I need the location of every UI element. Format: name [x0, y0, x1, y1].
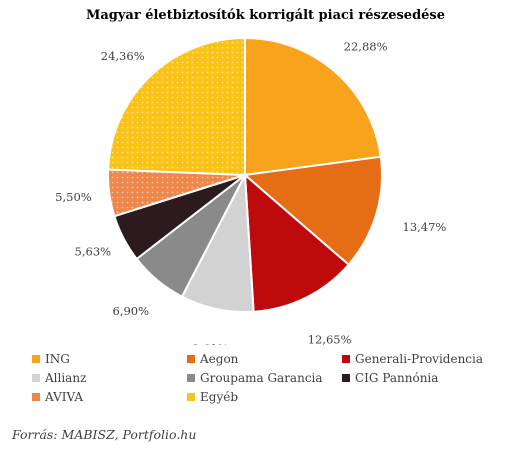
legend-item: Aegon	[187, 352, 238, 366]
pie-slice-generali-providencia	[243, 172, 351, 313]
legend-item: CIG Pannónia	[342, 371, 438, 385]
legend-label: ING	[45, 352, 70, 366]
data-label: 13,47%	[403, 220, 447, 234]
legend-label: Egyéb	[200, 390, 239, 404]
legend-item: ING	[32, 352, 70, 366]
data-label: 22,88%	[344, 39, 388, 53]
legend-label: CIG Pannónia	[355, 371, 439, 385]
legend-swatch	[32, 393, 40, 401]
legend-item: AVIVA	[32, 390, 83, 404]
chart-title: Magyar életbiztosítók korrigált piaci ré…	[85, 8, 446, 23]
legend-label: Generali-Providencia	[355, 352, 484, 366]
data-label: 6,90%	[113, 304, 150, 318]
legend-swatch	[32, 374, 40, 382]
legend-item: Egyéb	[187, 390, 238, 404]
data-label: 5,50%	[55, 190, 92, 204]
legend-swatch	[342, 355, 350, 363]
data-label: 8,61%	[192, 341, 229, 345]
legend-swatch	[32, 355, 40, 363]
pie-slice-egyéb	[107, 36, 246, 177]
pie-slice-ing	[244, 36, 382, 177]
legend-item: Allianz	[32, 371, 86, 385]
data-label: 5,63%	[75, 245, 112, 259]
legend-item: Generali-Providencia	[342, 352, 483, 366]
legend-item: Groupama Garancia	[187, 371, 323, 385]
legend-label: Aegon	[200, 352, 239, 366]
legend-swatch	[187, 393, 195, 401]
legend-label: Groupama Garancia	[200, 371, 323, 385]
data-label: 24,36%	[101, 49, 145, 63]
data-label: 12,65%	[308, 333, 352, 345]
source-note: Forrás: MABISZ, Portfolio.hu	[12, 427, 197, 442]
legend-swatch	[342, 374, 350, 382]
legend-swatch	[187, 355, 195, 363]
pie-slice-aegon	[242, 155, 383, 267]
legend-label: Allianz	[45, 371, 87, 385]
legend-swatch	[187, 374, 195, 382]
pie-chart: 22,88% 13,47% 12,65% 8,61% 6,90% 5,63% 5,50% 24…	[55, 36, 447, 345]
legend-label: AVIVA	[45, 390, 83, 404]
